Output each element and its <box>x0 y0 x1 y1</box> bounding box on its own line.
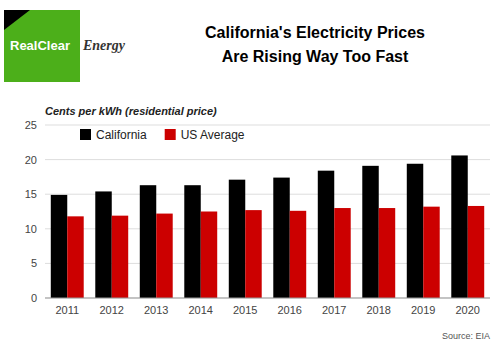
legend-swatch <box>165 129 176 140</box>
bar <box>201 212 217 299</box>
header: RealClear Energy California's Electricity … <box>4 10 425 82</box>
bar <box>468 206 484 298</box>
bar <box>407 164 423 298</box>
legend-label: US Average <box>181 128 245 142</box>
bars <box>51 155 484 298</box>
y-axis: 0 5 10 15 20 25 <box>25 119 490 304</box>
logo-text: Energy <box>82 38 126 53</box>
legend-swatch <box>80 129 91 140</box>
bar <box>140 185 156 298</box>
y-tick-label: 25 <box>25 119 37 131</box>
grid-line <box>45 125 490 126</box>
bar <box>51 195 67 298</box>
bar <box>423 207 439 298</box>
bar <box>451 155 467 298</box>
y-tick-label: 10 <box>25 223 37 235</box>
x-tick-label: 2013 <box>144 304 168 316</box>
y-tick-label: 0 <box>31 292 37 304</box>
x-tick-label: 2012 <box>100 304 124 316</box>
x-tick-label: 2018 <box>367 304 391 316</box>
x-tick-label: 2015 <box>233 304 257 316</box>
chart-container: RealClear Energy California's Electricity … <box>0 0 500 347</box>
x-axis-line <box>45 298 490 299</box>
bar <box>67 216 83 298</box>
bar <box>334 208 350 298</box>
bar <box>318 171 334 298</box>
legend: California US Average <box>80 128 245 142</box>
subtitle: Are Rising Way Too Fast <box>222 48 409 65</box>
y-tick-label: 5 <box>31 257 37 269</box>
grid-line <box>45 159 490 160</box>
bar <box>95 191 111 298</box>
bar <box>112 216 128 298</box>
x-tick-label: 2011 <box>55 304 79 316</box>
chart-svg: RealClear Energy California's Electricity … <box>0 0 500 347</box>
legend-label: California <box>96 128 147 142</box>
y-tick-label: 15 <box>25 188 37 200</box>
source-note: Source: EIA <box>442 331 490 341</box>
y-tick-label: 20 <box>25 154 37 166</box>
bar <box>290 211 306 298</box>
bar <box>156 214 172 298</box>
bar <box>229 180 245 298</box>
bar <box>273 178 289 298</box>
bar <box>362 166 378 298</box>
x-axis: 2011 2012 2013 2014 2015 2016 2017 2018 2019 2020 <box>45 298 490 316</box>
x-tick-label: 2020 <box>456 304 480 316</box>
bar <box>245 210 261 298</box>
x-tick-label: 2014 <box>189 304 213 316</box>
bar <box>379 208 395 298</box>
x-tick-label: 2016 <box>278 304 302 316</box>
x-tick-label: 2019 <box>411 304 435 316</box>
y-axis-label: Cents per kWh (residential price) <box>45 105 217 117</box>
grid-line <box>45 298 490 299</box>
bar <box>184 185 200 298</box>
x-tick-label: 2017 <box>322 304 346 316</box>
logo-corner <box>4 10 30 30</box>
logo-text: RealClear <box>10 38 70 53</box>
title: California's Electricity Prices <box>205 24 425 41</box>
page: {"chart_data": { "type": "bar", "title":… <box>0 0 500 347</box>
logo-white-box <box>80 10 132 82</box>
